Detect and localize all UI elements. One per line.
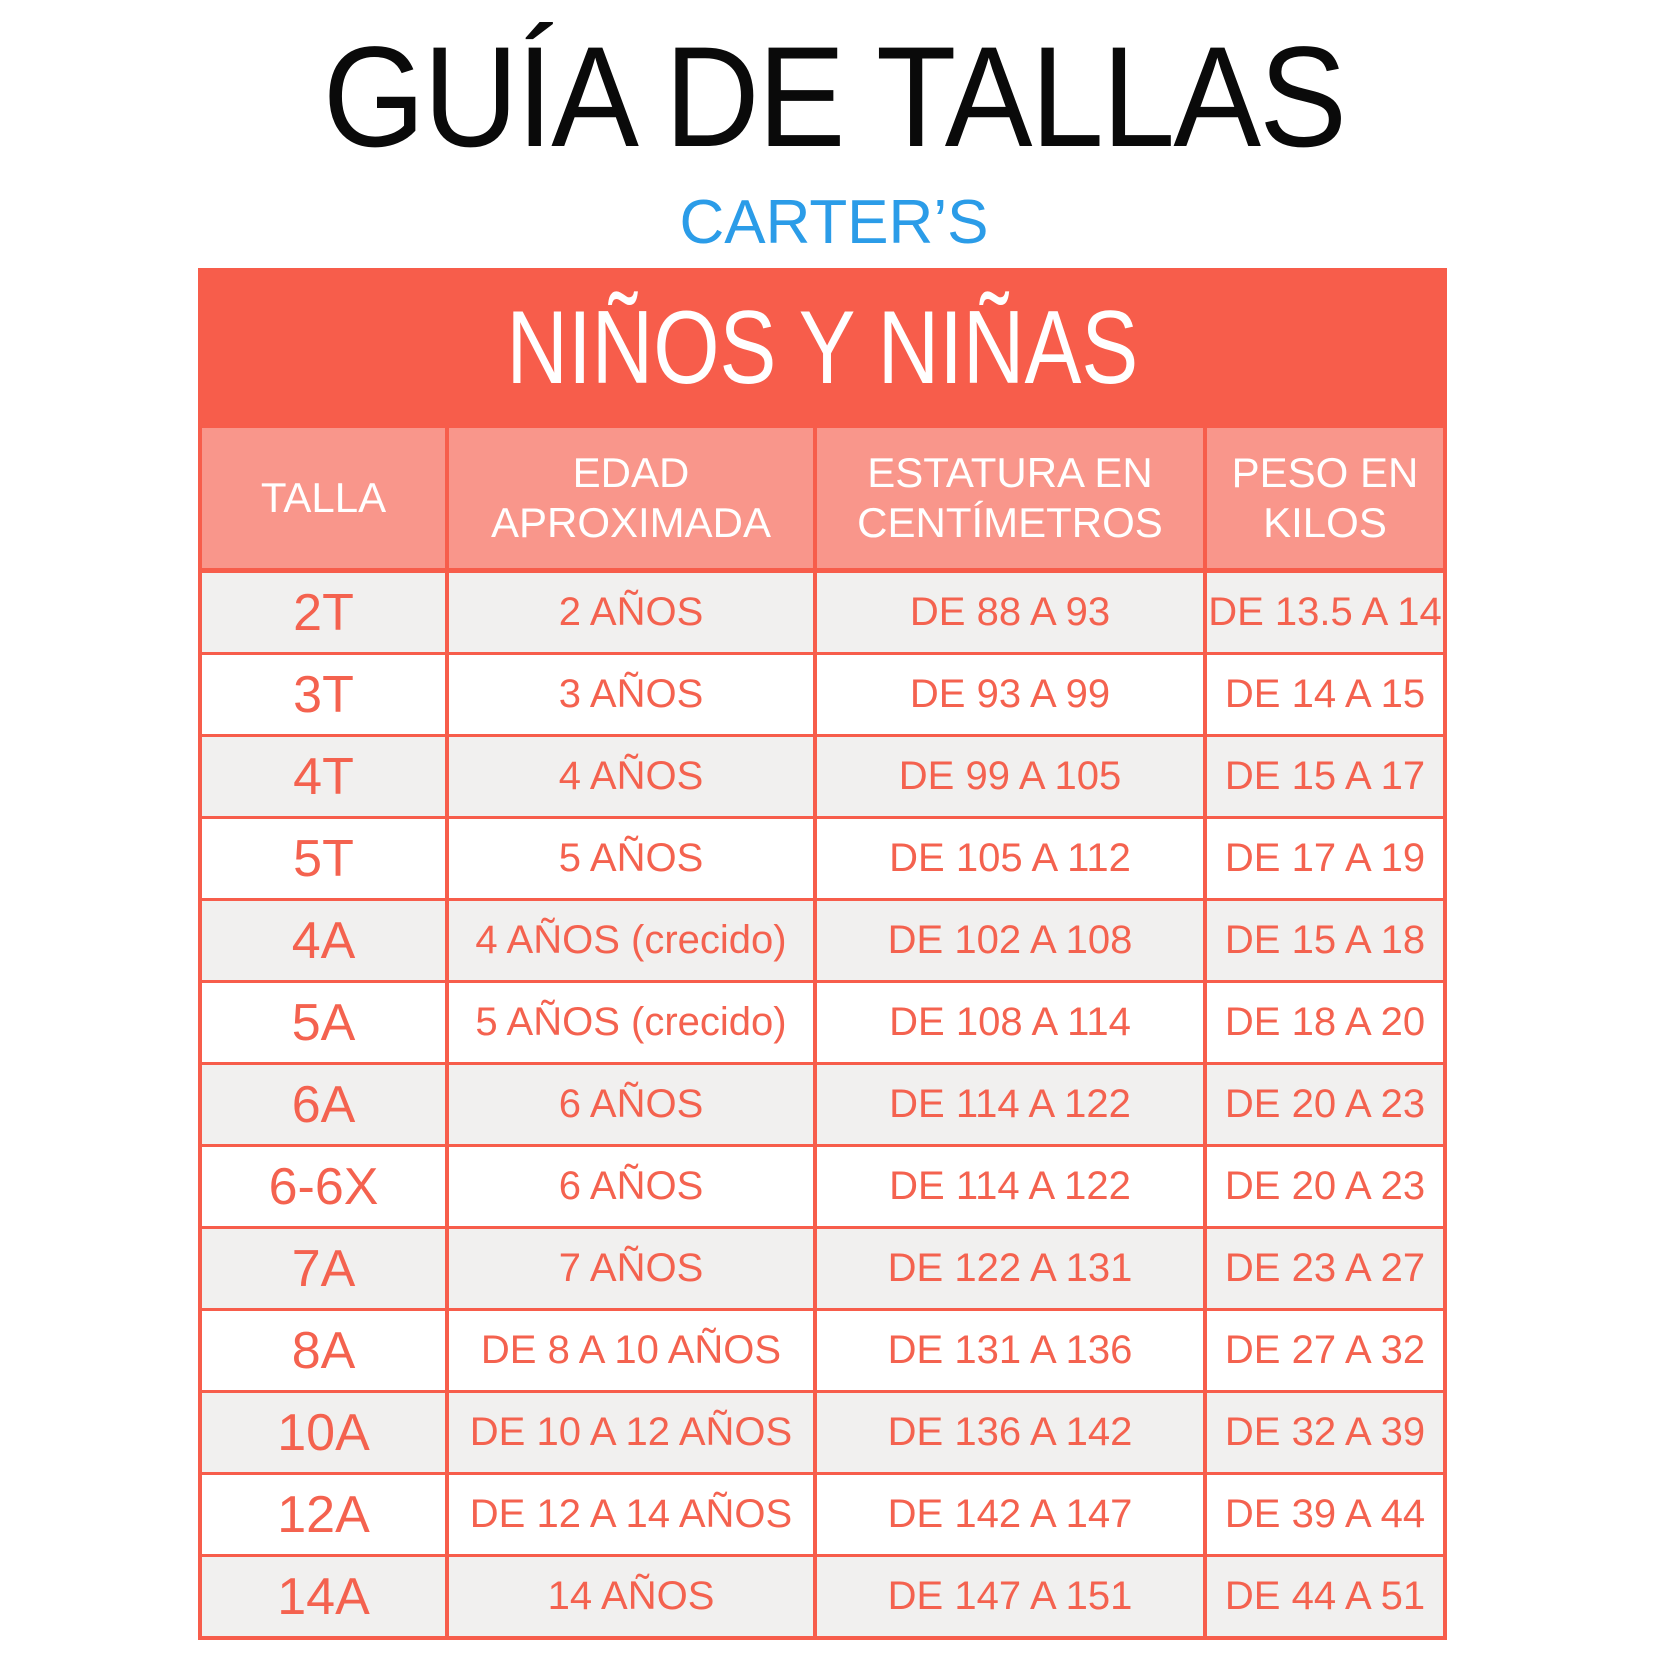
value-cell: DE 88 A 93 bbox=[817, 573, 1203, 652]
value-cell: 4 AÑOS (crecido) bbox=[449, 901, 813, 980]
value-cell: 4 AÑOS bbox=[449, 737, 813, 816]
value-cell: DE 18 A 20 bbox=[1207, 983, 1443, 1062]
size-cell: 6-6X bbox=[202, 1147, 445, 1226]
value-cell: DE 10 A 12 AÑOS bbox=[449, 1393, 813, 1472]
value-cell: DE 102 A 108 bbox=[817, 901, 1203, 980]
value-cell: DE 15 A 18 bbox=[1207, 901, 1443, 980]
value-cell: DE 131 A 136 bbox=[817, 1311, 1203, 1390]
value-cell: DE 39 A 44 bbox=[1207, 1475, 1443, 1554]
value-cell: DE 136 A 142 bbox=[817, 1393, 1203, 1472]
brand-name: CARTER’S bbox=[679, 188, 989, 257]
value-cell: DE 114 A 122 bbox=[817, 1065, 1203, 1144]
value-cell: DE 13.5 A 14 bbox=[1207, 573, 1443, 652]
value-cell: DE 93 A 99 bbox=[817, 655, 1203, 734]
size-cell: 4T bbox=[202, 737, 445, 816]
size-cell: 6A bbox=[202, 1065, 445, 1144]
value-cell: 5 AÑOS bbox=[449, 819, 813, 898]
size-cell: 2T bbox=[202, 573, 445, 652]
column-header-edad: EDAD APROXIMADA bbox=[449, 428, 813, 568]
size-cell: 8A bbox=[202, 1311, 445, 1390]
value-cell: DE 27 A 32 bbox=[1207, 1311, 1443, 1390]
value-cell: 2 AÑOS bbox=[449, 573, 813, 652]
column-header-talla: TALLA bbox=[202, 428, 445, 568]
value-cell: DE 17 A 19 bbox=[1207, 819, 1443, 898]
column-header-peso: PESO EN KILOS bbox=[1207, 428, 1443, 568]
size-cell: 7A bbox=[202, 1229, 445, 1308]
value-cell: DE 12 A 14 AÑOS bbox=[449, 1475, 813, 1554]
size-cell: 5A bbox=[202, 983, 445, 1062]
table-section-banner: NIÑOS Y NIÑAS bbox=[198, 268, 1447, 428]
value-cell: DE 32 A 39 bbox=[1207, 1393, 1443, 1472]
value-cell: 5 AÑOS (crecido) bbox=[449, 983, 813, 1062]
table-section-title: NIÑOS Y NIÑAS bbox=[506, 289, 1139, 406]
value-cell: DE 142 A 147 bbox=[817, 1475, 1203, 1554]
value-cell: DE 147 A 151 bbox=[817, 1557, 1203, 1636]
value-cell: DE 20 A 23 bbox=[1207, 1065, 1443, 1144]
size-cell: 14A bbox=[202, 1557, 445, 1636]
value-cell: DE 15 A 17 bbox=[1207, 737, 1443, 816]
value-cell: 7 AÑOS bbox=[449, 1229, 813, 1308]
value-cell: 6 AÑOS bbox=[449, 1147, 813, 1226]
value-cell: DE 8 A 10 AÑOS bbox=[449, 1311, 813, 1390]
value-cell: DE 122 A 131 bbox=[817, 1229, 1203, 1308]
size-cell: 4A bbox=[202, 901, 445, 980]
value-cell: DE 14 A 15 bbox=[1207, 655, 1443, 734]
size-guide-table: NIÑOS Y NIÑAS TALLA EDAD APROXIMADA ESTA… bbox=[198, 268, 1447, 1640]
value-cell: DE 44 A 51 bbox=[1207, 1557, 1443, 1636]
value-cell: 14 AÑOS bbox=[449, 1557, 813, 1636]
value-cell: DE 105 A 112 bbox=[817, 819, 1203, 898]
value-cell: DE 23 A 27 bbox=[1207, 1229, 1443, 1308]
value-cell: 3 AÑOS bbox=[449, 655, 813, 734]
value-cell: DE 99 A 105 bbox=[817, 737, 1203, 816]
table-grid: TALLA EDAD APROXIMADA ESTATURA EN CENTÍM… bbox=[198, 428, 1447, 1640]
value-cell: DE 108 A 114 bbox=[817, 983, 1203, 1062]
size-cell: 3T bbox=[202, 655, 445, 734]
table-header-row: TALLA EDAD APROXIMADA ESTATURA EN CENTÍM… bbox=[202, 428, 1443, 573]
size-cell: 12A bbox=[202, 1475, 445, 1554]
value-cell: DE 20 A 23 bbox=[1207, 1147, 1443, 1226]
size-table-body: 2T 2 AÑOS DE 88 A 93 DE 13.5 A 14 3T 3 AÑOS DE… bbox=[202, 573, 1443, 1636]
column-header-estatura: ESTATURA EN CENTÍMETROS bbox=[817, 428, 1203, 568]
value-cell: DE 114 A 122 bbox=[817, 1147, 1203, 1226]
size-cell: 5T bbox=[202, 819, 445, 898]
page-title: GUÍA DE TALLAS bbox=[322, 18, 1347, 177]
size-cell: 10A bbox=[202, 1393, 445, 1472]
value-cell: 6 AÑOS bbox=[449, 1065, 813, 1144]
